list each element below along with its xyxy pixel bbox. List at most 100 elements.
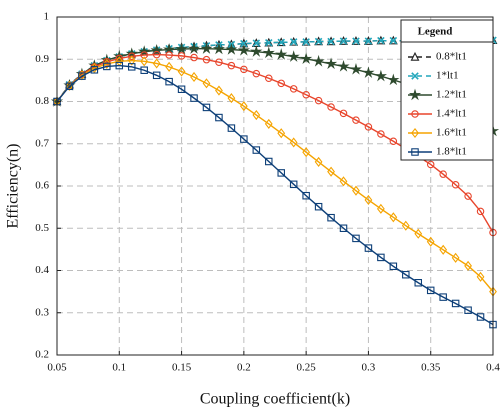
marker	[289, 85, 298, 93]
marker	[389, 137, 398, 145]
marker	[377, 36, 385, 45]
legend-marker	[411, 72, 419, 80]
marker	[426, 160, 435, 169]
y-tick-label: 0.9	[35, 53, 49, 65]
legend-label: 0.8*lt1	[436, 51, 467, 63]
x-tick-label: 0.4	[486, 362, 500, 374]
marker	[287, 50, 300, 62]
marker	[289, 180, 298, 189]
series-line	[56, 64, 494, 326]
marker	[200, 42, 213, 54]
marker	[302, 38, 310, 46]
marker	[240, 39, 248, 48]
marker	[362, 66, 375, 78]
legend-marker	[410, 51, 420, 61]
marker	[300, 52, 313, 65]
marker	[177, 66, 186, 77]
marker	[376, 203, 385, 214]
marker	[314, 156, 323, 167]
y-tick-label: 0.8	[35, 95, 49, 107]
marker	[402, 270, 410, 279]
x-tick-label: 0.3	[362, 362, 376, 374]
marker	[190, 53, 198, 62]
marker	[327, 166, 335, 177]
marker	[314, 202, 323, 211]
y-axis-title: Efficiency(n)	[5, 144, 22, 229]
marker	[327, 103, 335, 111]
marker	[451, 180, 460, 189]
legend-marker	[411, 148, 419, 156]
marker	[215, 113, 223, 122]
marker	[177, 52, 186, 60]
marker	[302, 90, 310, 99]
marker	[227, 61, 236, 70]
marker	[451, 299, 460, 308]
marker	[102, 58, 111, 69]
marker	[387, 73, 400, 86]
marker	[163, 43, 176, 55]
marker	[277, 128, 286, 139]
marker	[476, 271, 485, 282]
marker	[389, 262, 398, 271]
marker	[464, 192, 472, 200]
marker	[103, 62, 111, 71]
marker	[389, 212, 398, 223]
marker	[302, 191, 310, 200]
marker	[364, 244, 373, 252]
legend: Legend 0.8*lt1 1*lt1 1.2*lt1 1.4*lt1 1.6*lt1…	[400, 19, 494, 161]
marker	[439, 293, 447, 301]
marker	[426, 236, 435, 247]
legend-label: 1*lt1	[436, 70, 459, 82]
marker	[187, 42, 201, 54]
marker	[165, 51, 173, 59]
marker	[339, 224, 348, 233]
marker	[312, 54, 325, 67]
marker	[90, 66, 99, 74]
legend-label: 1.6*lt1	[436, 127, 467, 139]
marker	[237, 43, 250, 56]
marker	[262, 46, 275, 59]
marker	[364, 194, 373, 206]
marker	[314, 37, 323, 46]
marker	[389, 36, 398, 45]
x-tick-label: 0.15	[172, 362, 192, 374]
y-tick-label: 0.5	[35, 222, 49, 234]
marker	[277, 79, 285, 88]
marker	[264, 118, 273, 129]
marker	[451, 252, 460, 263]
marker	[339, 109, 348, 118]
marker	[401, 220, 410, 231]
marker	[202, 55, 211, 64]
marker	[202, 103, 211, 112]
x-tick-label: 0.05	[47, 362, 67, 374]
marker	[212, 42, 226, 55]
marker	[377, 253, 385, 262]
marker	[252, 146, 261, 154]
marker	[215, 58, 223, 66]
marker	[127, 52, 136, 61]
marker	[115, 61, 124, 70]
marker	[464, 306, 472, 314]
marker	[150, 43, 163, 56]
marker	[377, 130, 385, 138]
marker	[275, 48, 288, 60]
marker	[227, 93, 236, 104]
marker	[327, 213, 335, 222]
y-tick-label: 0.2	[35, 349, 49, 361]
x-axis-title: Coupling coefficient(k)	[200, 391, 350, 408]
marker	[140, 56, 149, 67]
marker	[352, 185, 360, 196]
marker	[426, 286, 435, 295]
marker	[476, 207, 485, 216]
marker	[177, 85, 186, 93]
legend-title: Legend	[418, 26, 453, 38]
marker	[302, 147, 311, 158]
marker	[289, 137, 298, 148]
marker	[364, 123, 373, 131]
marker	[414, 279, 423, 287]
marker	[152, 71, 161, 80]
marker	[265, 39, 273, 47]
marker	[339, 176, 348, 187]
marker	[289, 38, 298, 46]
marker	[225, 43, 238, 55]
